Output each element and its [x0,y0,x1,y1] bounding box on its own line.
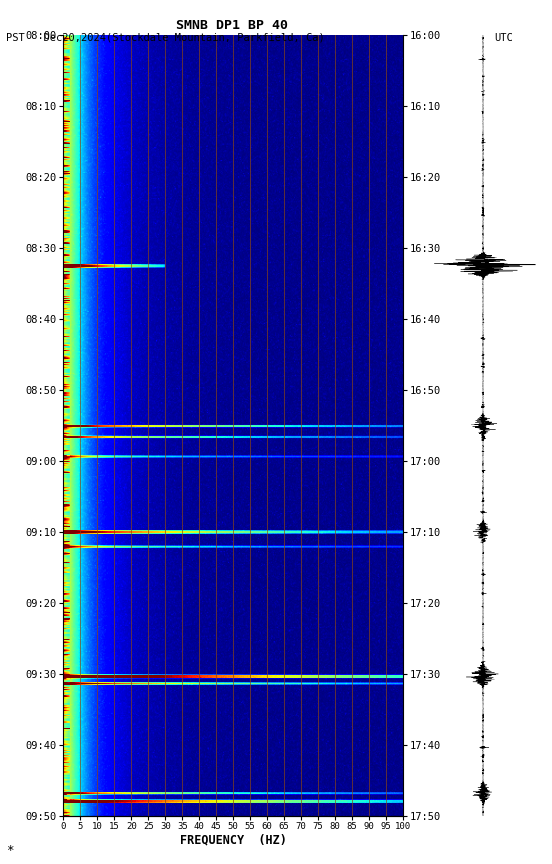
Text: *: * [6,843,13,856]
Text: SMNB DP1 BP 40: SMNB DP1 BP 40 [176,19,288,32]
Text: UTC: UTC [494,33,513,43]
X-axis label: FREQUENCY  (HZ): FREQUENCY (HZ) [180,834,286,847]
Text: PST   Dec20,2024(Stockdale Mountain, Parkfield, Ca): PST Dec20,2024(Stockdale Mountain, Parkf… [6,33,324,43]
